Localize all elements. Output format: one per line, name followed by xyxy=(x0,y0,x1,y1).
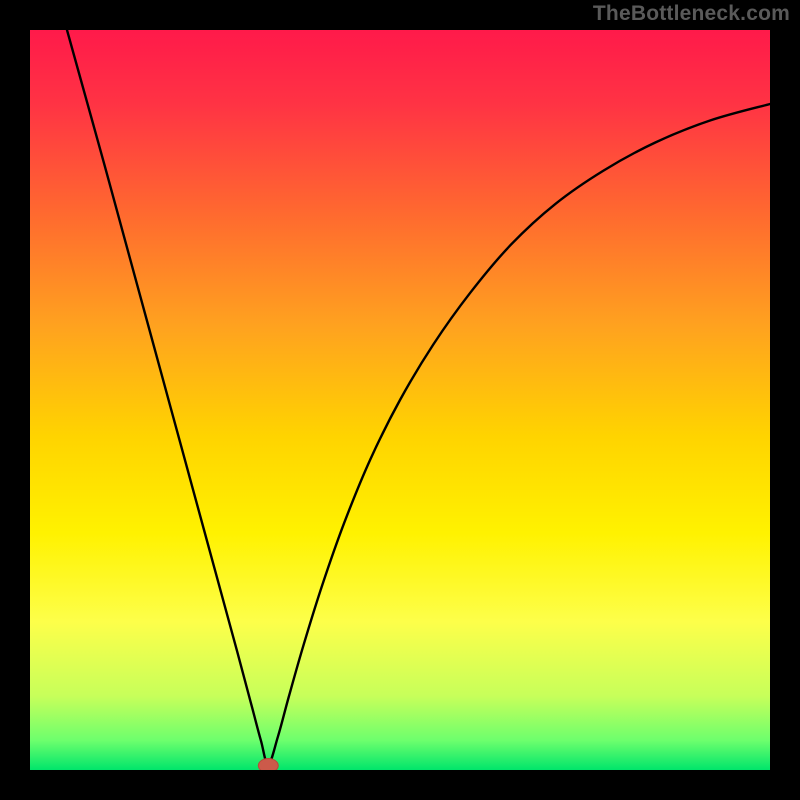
chart-frame: TheBottleneck.com xyxy=(0,0,800,800)
watermark-text: TheBottleneck.com xyxy=(593,2,790,26)
minimum-marker xyxy=(258,759,278,770)
chart-svg xyxy=(30,30,770,770)
plot-area xyxy=(30,30,770,770)
